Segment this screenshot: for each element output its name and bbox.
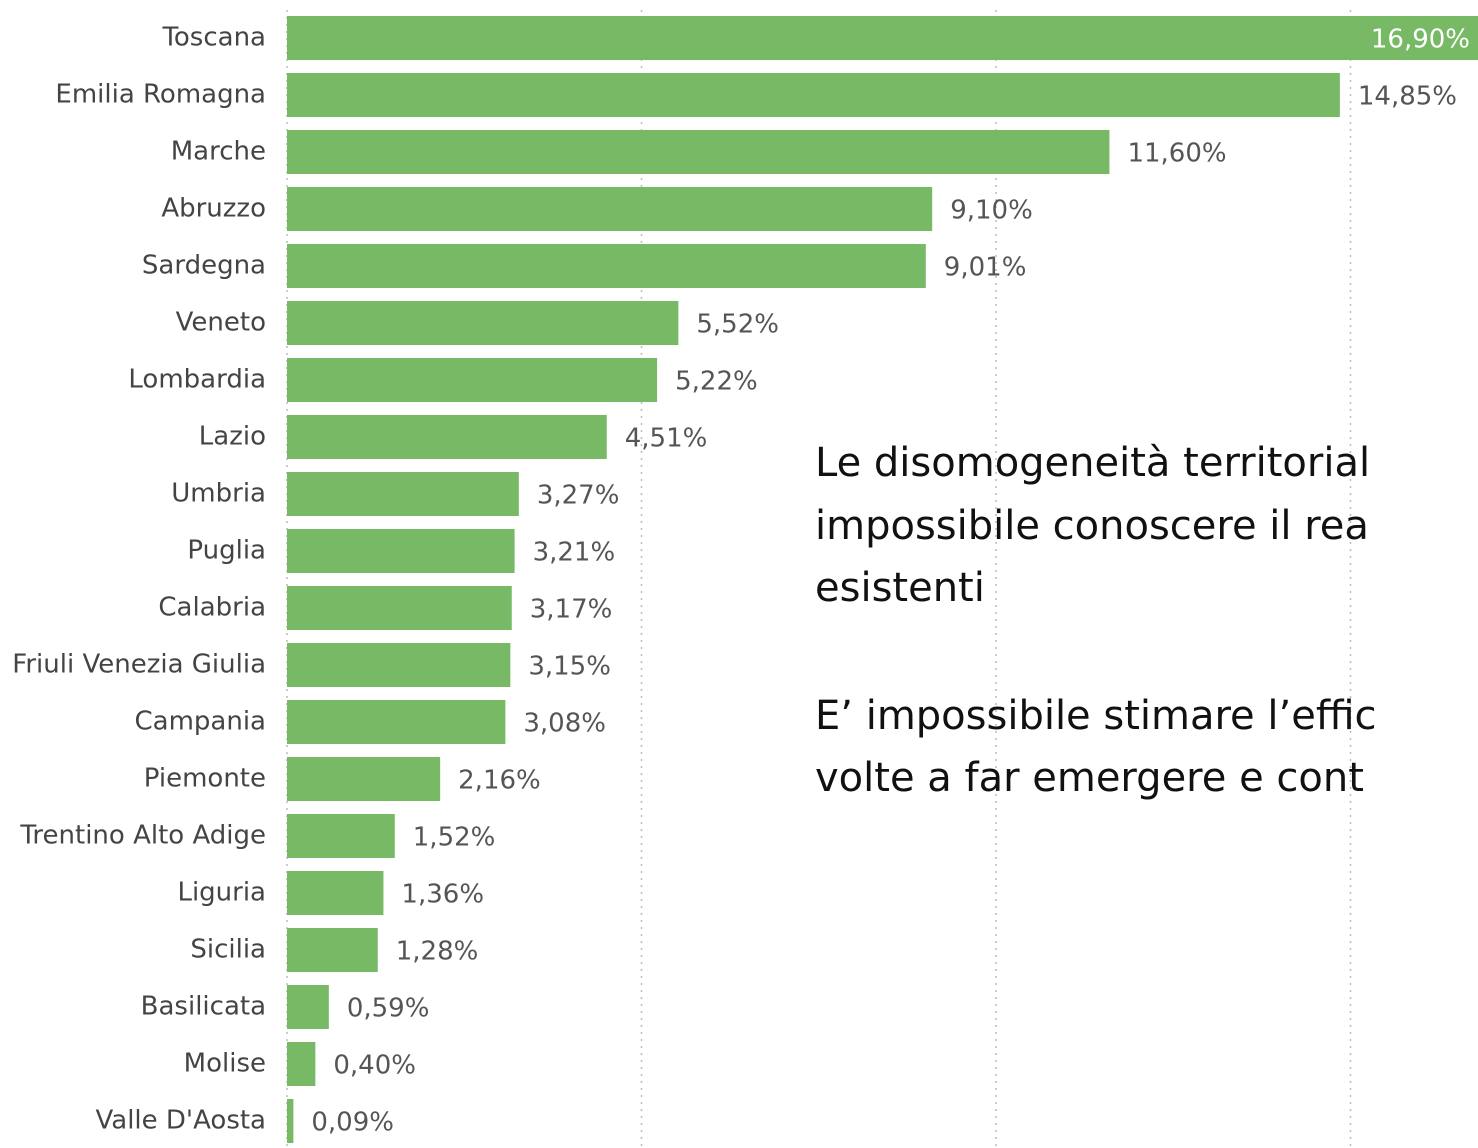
bar bbox=[287, 928, 378, 972]
bar bbox=[287, 1042, 316, 1086]
y-tick-label: Lombardia bbox=[128, 365, 266, 395]
bar bbox=[287, 586, 512, 630]
bar bbox=[287, 244, 926, 288]
data-label: 3,08% bbox=[523, 709, 606, 739]
y-tick-label: Piemonte bbox=[144, 764, 266, 794]
y-tick-label: Marche bbox=[171, 137, 266, 167]
bar bbox=[287, 643, 511, 687]
y-tick-label: Sicilia bbox=[190, 935, 266, 965]
bar bbox=[287, 985, 329, 1029]
bar bbox=[287, 301, 679, 345]
bar bbox=[287, 358, 658, 402]
data-label: 16,90% bbox=[1371, 25, 1470, 55]
data-label: 3,27% bbox=[537, 481, 620, 511]
y-tick-label: Calabria bbox=[158, 593, 266, 623]
annotation: volte a far emergere e cont bbox=[815, 755, 1364, 801]
data-label: 1,36% bbox=[401, 880, 484, 910]
data-label: 0,09% bbox=[311, 1108, 394, 1138]
y-tick-label: Valle D'Aosta bbox=[96, 1106, 267, 1136]
y-tick-label: Sardegna bbox=[142, 251, 266, 281]
data-label: 1,28% bbox=[396, 937, 479, 967]
bar bbox=[287, 700, 506, 744]
data-label: 14,85% bbox=[1358, 82, 1457, 112]
data-label: 1,52% bbox=[413, 823, 496, 853]
y-tick-label: Umbria bbox=[171, 479, 266, 509]
bar bbox=[287, 16, 1478, 60]
data-label: 3,21% bbox=[533, 538, 616, 568]
data-label: 3,17% bbox=[530, 595, 613, 625]
y-tick-label: Toscana bbox=[161, 23, 266, 53]
y-tick-label: Basilicata bbox=[141, 992, 266, 1022]
data-label: 9,01% bbox=[944, 253, 1027, 283]
data-label: 0,59% bbox=[347, 994, 430, 1024]
bar bbox=[287, 73, 1340, 117]
y-tick-label: Liguria bbox=[177, 878, 266, 908]
y-tick-label: Molise bbox=[184, 1049, 266, 1079]
data-label: 11,60% bbox=[1127, 139, 1226, 169]
y-tick-label: Lazio bbox=[199, 422, 266, 452]
y-tick-label: Emilia Romagna bbox=[55, 80, 266, 110]
bar bbox=[287, 871, 384, 915]
bar bbox=[287, 187, 933, 231]
data-label: 5,52% bbox=[696, 310, 779, 340]
annotation: Le disomogeneità territorial bbox=[815, 440, 1370, 486]
bar bbox=[287, 814, 395, 858]
y-tick-label: Puglia bbox=[187, 536, 266, 566]
y-tick-label: Veneto bbox=[176, 308, 266, 338]
bar bbox=[287, 757, 441, 801]
annotation: impossibile conoscere il rea bbox=[815, 503, 1369, 549]
y-tick-label: Trentino Alto Adige bbox=[19, 821, 266, 851]
bar bbox=[287, 1099, 294, 1143]
data-label: 3,15% bbox=[528, 652, 611, 682]
y-tick-label: Friuli Venezia Giulia bbox=[12, 650, 266, 680]
y-tick-label: Abruzzo bbox=[161, 194, 266, 224]
data-label: 5,22% bbox=[675, 367, 758, 397]
data-label: 9,10% bbox=[950, 196, 1033, 226]
bar bbox=[287, 130, 1110, 174]
y-tick-label: Campania bbox=[135, 707, 267, 737]
bar bbox=[287, 472, 519, 516]
bar bbox=[287, 529, 515, 573]
annotation: E’ impossibile stimare l’effic bbox=[815, 693, 1376, 739]
data-label: 2,16% bbox=[458, 766, 541, 796]
data-label: 0,40% bbox=[333, 1051, 416, 1081]
annotation: esistenti bbox=[815, 565, 985, 611]
data-label: 4,51% bbox=[625, 424, 708, 454]
bar bbox=[287, 415, 607, 459]
